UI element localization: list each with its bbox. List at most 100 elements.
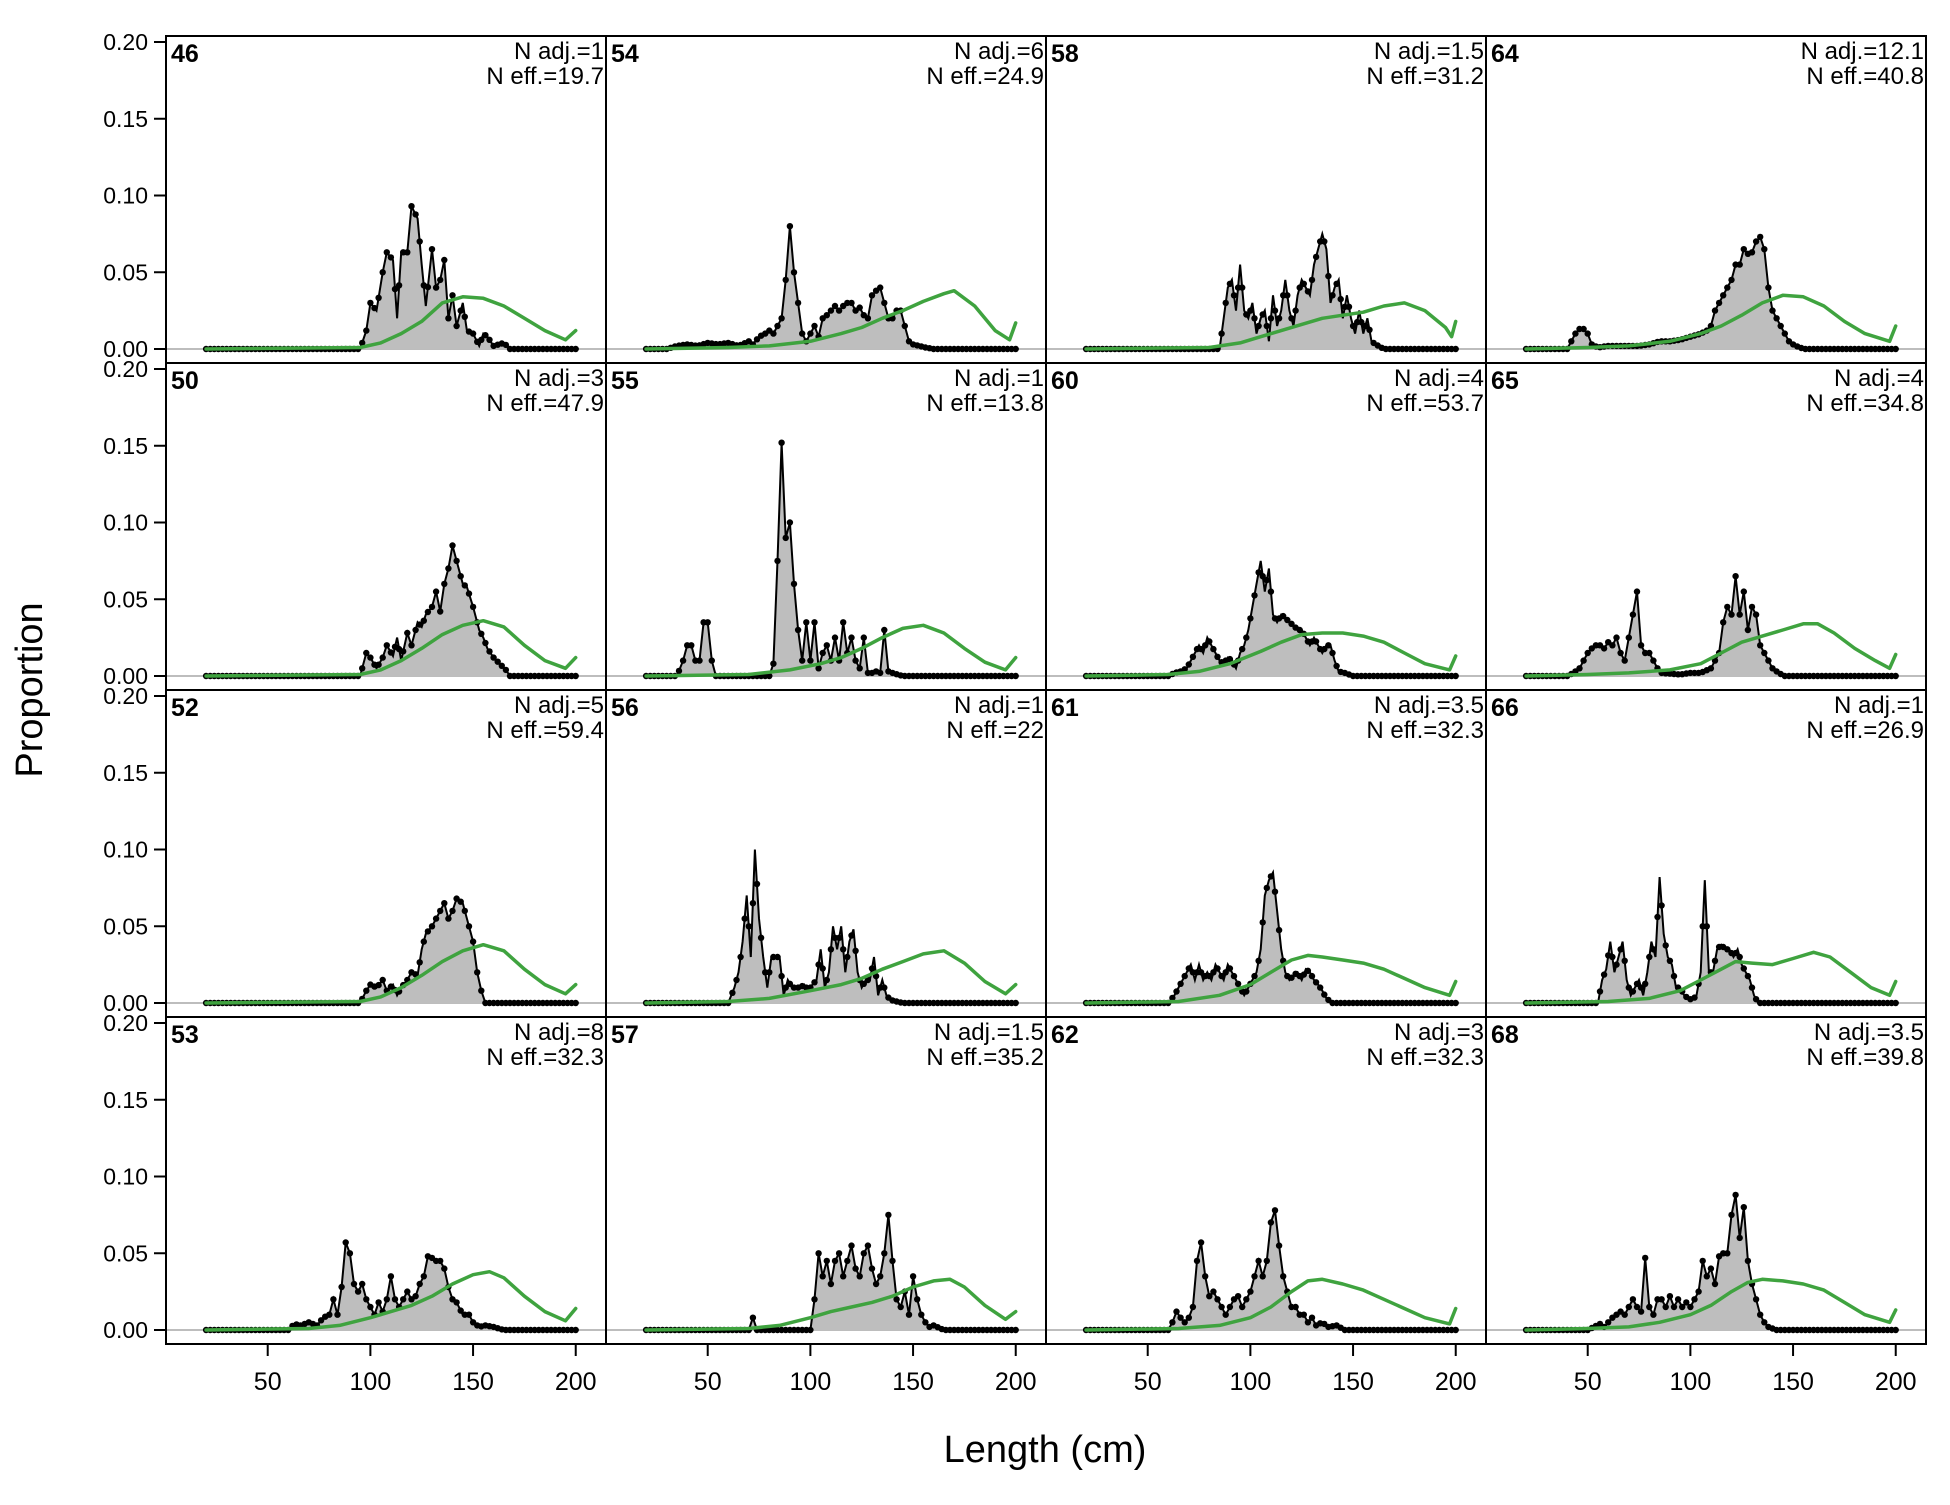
observed-point — [1226, 1303, 1234, 1311]
observed-point — [1275, 926, 1283, 934]
observed-point — [1210, 1288, 1217, 1295]
x-tick-label: 150 — [1772, 1368, 1814, 1396]
observed-point — [1609, 642, 1616, 649]
observed-point — [1761, 649, 1768, 657]
observed-point — [868, 1265, 876, 1272]
observed-point — [831, 1257, 839, 1265]
observed-point — [1892, 672, 1899, 680]
panel-57: 57 N adj.=1.5N eff.=35.2 50 100 150 200 — [605, 1016, 1047, 1396]
observed-point — [737, 953, 744, 961]
panel-65: 65 N adj.=4N eff.=34.8 — [1485, 362, 1927, 691]
observed-point — [1666, 957, 1674, 964]
observed-point — [1243, 1296, 1250, 1303]
observed-area — [206, 206, 576, 349]
observed-point — [1452, 1326, 1459, 1334]
observed-point — [391, 1296, 399, 1303]
observed-point — [1637, 984, 1645, 991]
y-tick-label: 0.15 — [103, 433, 148, 459]
observed-point — [437, 907, 444, 915]
observed-point — [794, 299, 802, 307]
observed-point — [1230, 972, 1238, 980]
observed-point — [1358, 318, 1365, 326]
n-adj-label: N adj.=1 — [954, 365, 1044, 392]
observed-point — [1744, 972, 1752, 980]
observed-point — [848, 634, 855, 641]
panel-64: 64 N adj.=12.1N eff.=40.8 — [1485, 35, 1927, 364]
observed-point — [1670, 1303, 1678, 1311]
observed-point — [835, 934, 843, 941]
observed-point — [383, 1296, 390, 1303]
observed-point — [1308, 1314, 1316, 1321]
observed-point — [412, 971, 419, 978]
observed-point — [1629, 1296, 1637, 1303]
observed-point — [363, 649, 370, 657]
observed-point — [872, 1280, 880, 1288]
observed-point — [1181, 666, 1188, 673]
observed-point — [1613, 961, 1620, 968]
panel-60: 60 N adj.=4N eff.=53.7 — [1045, 362, 1487, 691]
observed-point — [395, 282, 403, 289]
observed-point — [733, 976, 740, 984]
observed-point — [1679, 1303, 1686, 1311]
observed-point — [572, 672, 579, 680]
observed-point — [453, 322, 460, 330]
expected-line — [644, 1277, 1018, 1332]
y-tick-label: 0.20 — [103, 356, 148, 382]
observed-point — [1711, 307, 1719, 314]
x-tick-label: 100 — [1230, 1368, 1272, 1396]
observed-point — [1613, 634, 1620, 641]
observed-point — [1177, 980, 1184, 987]
observed-point — [1707, 1265, 1715, 1272]
observed-area — [1086, 233, 1456, 349]
observed-point — [1259, 919, 1266, 926]
observed-point — [807, 657, 814, 664]
observed-point — [1255, 569, 1262, 576]
observed-point — [1251, 315, 1258, 322]
observed-point — [786, 980, 794, 987]
observed-point — [811, 322, 818, 330]
observed-point — [330, 1296, 337, 1303]
observed-point — [1304, 1319, 1312, 1326]
observed-point — [881, 299, 888, 307]
observed-point — [704, 619, 711, 626]
x-tick-label: 200 — [1435, 1368, 1477, 1396]
n-eff-label: N eff.=32.3 — [486, 1044, 604, 1071]
observed-point — [1740, 965, 1748, 972]
y-tick-label: 0.05 — [103, 586, 148, 612]
observed-point — [815, 665, 822, 672]
x-tick-label: 50 — [1574, 1368, 1602, 1396]
observed-point — [782, 534, 789, 542]
observed-point — [819, 649, 826, 657]
observed-point — [1218, 330, 1225, 337]
observed-point — [1748, 603, 1756, 611]
observed-point — [1576, 665, 1583, 672]
observed-point — [404, 249, 411, 256]
observed-point — [449, 292, 456, 299]
observed-point — [1325, 272, 1332, 280]
observed-point — [1736, 611, 1743, 618]
observed-point — [1711, 1280, 1719, 1288]
observed-point — [494, 658, 501, 665]
observed-point — [1617, 946, 1624, 953]
observed-point — [1568, 338, 1575, 345]
observed-point — [1296, 284, 1303, 291]
y-tick-label: 0.05 — [103, 259, 148, 285]
observed-point — [1251, 972, 1258, 980]
n-eff-label: N eff.=39.8 — [1806, 1044, 1924, 1071]
observed-point — [864, 315, 872, 322]
observed-point — [437, 608, 444, 615]
observed-point — [379, 654, 386, 661]
observed-point — [1312, 638, 1320, 645]
observed-point — [786, 519, 794, 526]
observed-point — [420, 938, 427, 945]
observed-area — [646, 849, 1016, 1003]
observed-point — [1600, 971, 1608, 978]
observed-point — [478, 630, 485, 637]
observed-point — [437, 276, 444, 284]
observed-point — [1012, 672, 1019, 680]
observed-point — [1321, 238, 1328, 245]
observed-point — [1255, 322, 1262, 330]
observed-point — [1333, 280, 1340, 287]
observed-point — [350, 1280, 358, 1288]
